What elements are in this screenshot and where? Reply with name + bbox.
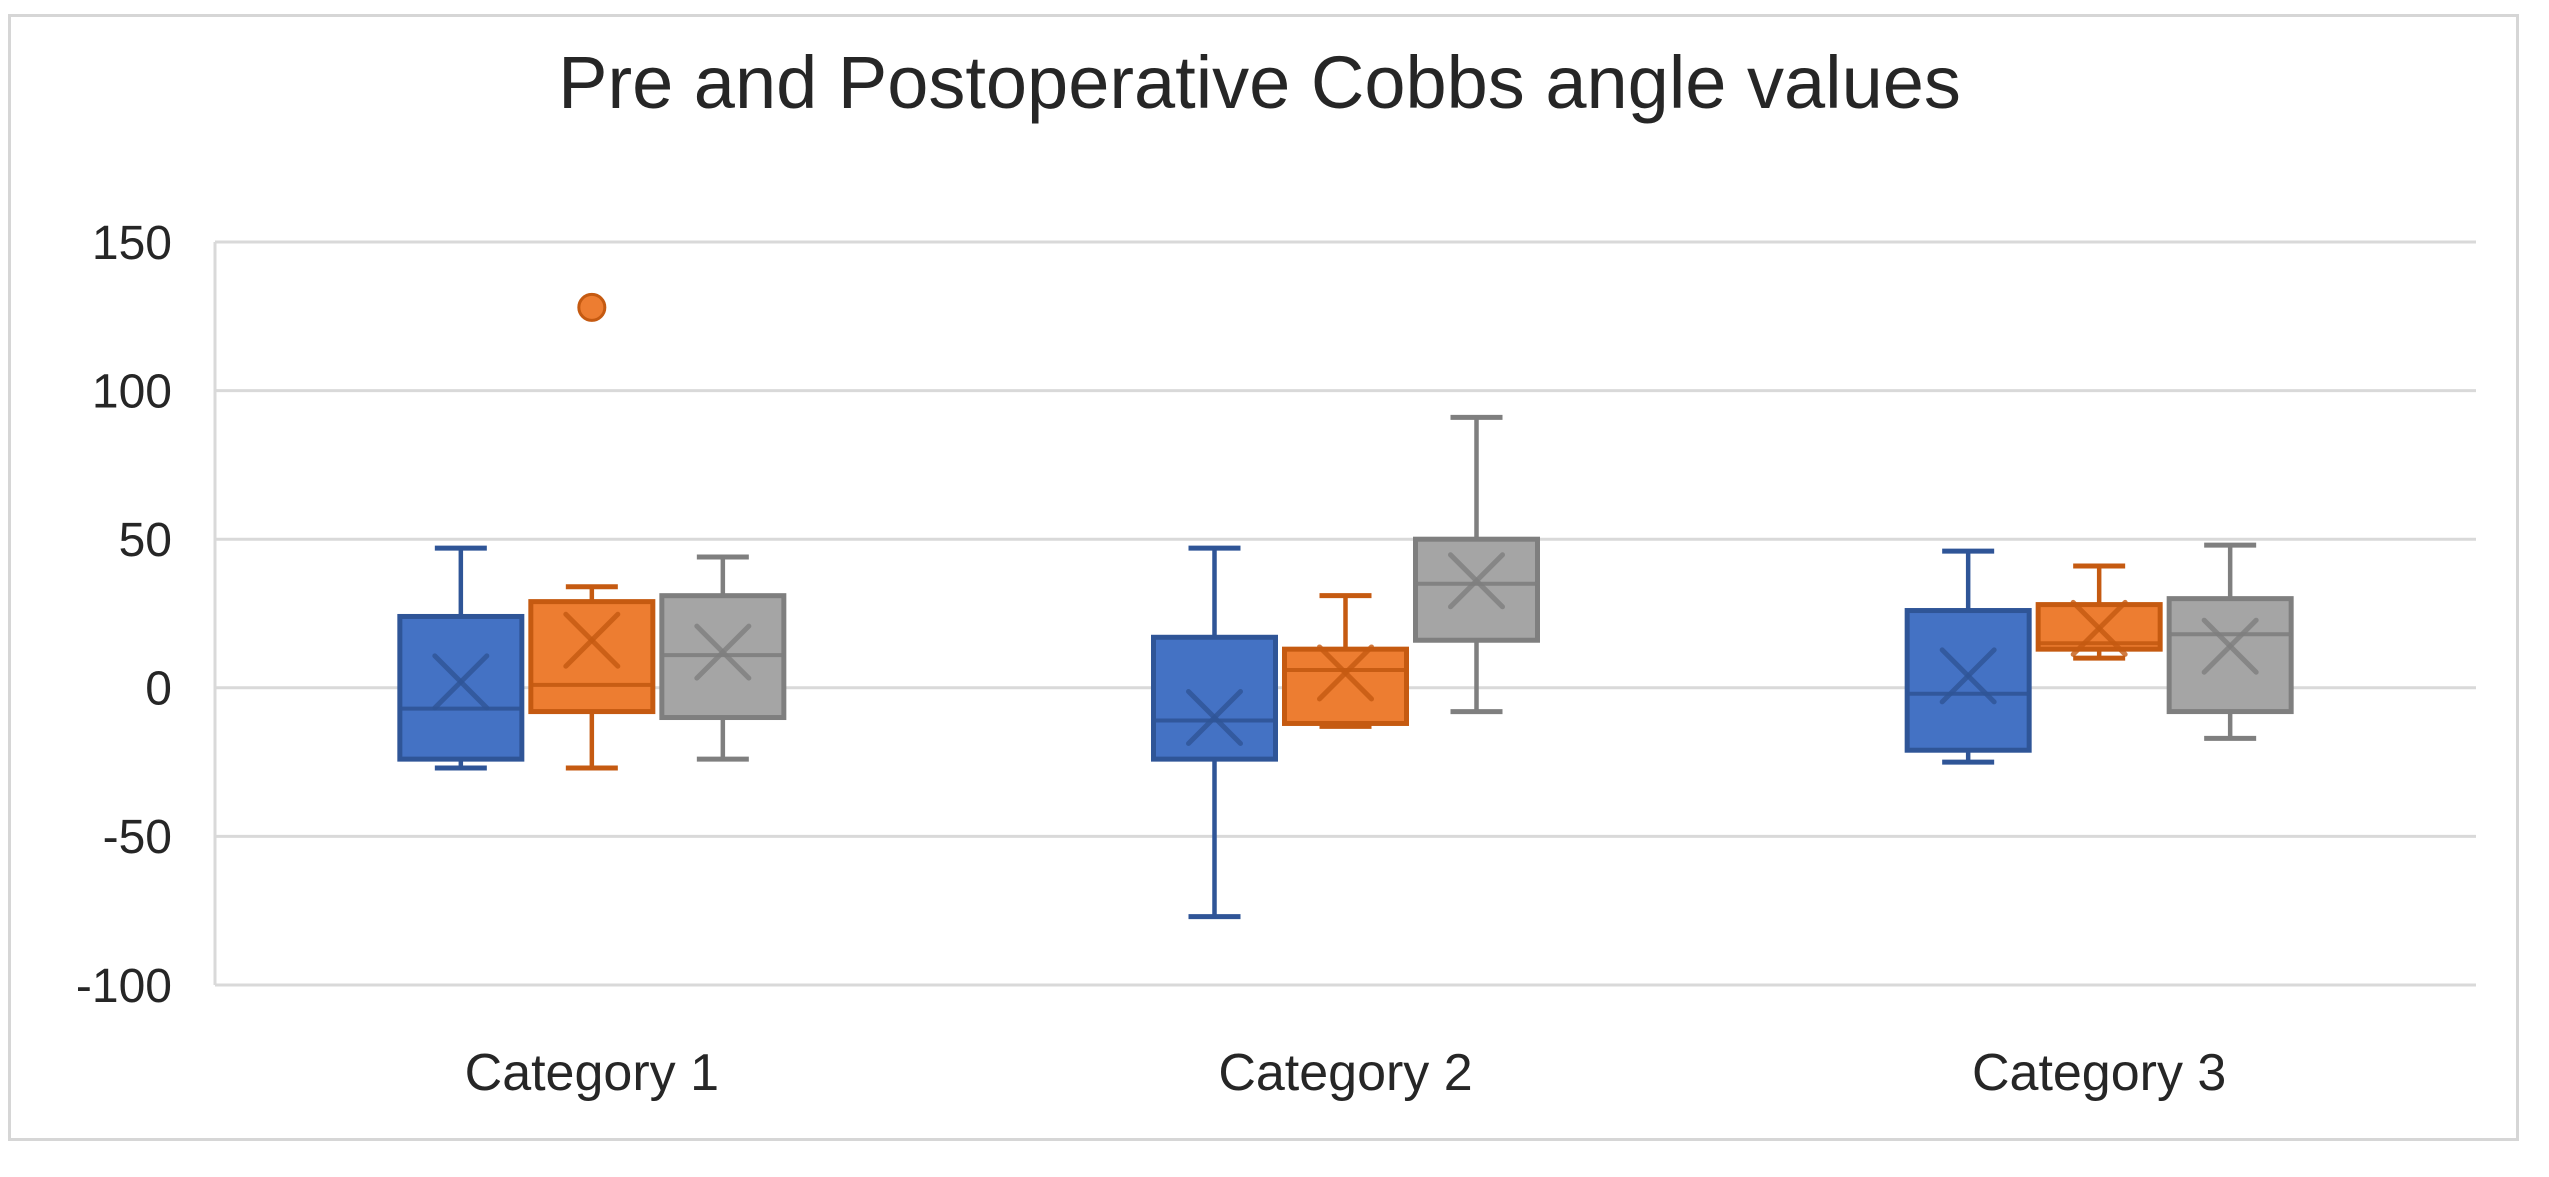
y-tick-label--50: -50 [103, 811, 172, 864]
mean-marker-gray-series-cat1 [694, 623, 752, 681]
mean-marker-orange-series-cat2 [1317, 644, 1374, 702]
y-tick-label-0: 0 [145, 663, 172, 716]
mean-marker-blue-series-cat1 [432, 653, 490, 711]
box-blue-series-cat1 [397, 613, 525, 762]
outlier-point-orange-series-cat1 [577, 292, 607, 322]
mean-marker-gray-series-cat3 [2201, 617, 2259, 675]
x-category-label-1: Category 1 [465, 1044, 719, 1102]
mean-marker-gray-series-cat2 [1448, 552, 1505, 610]
box-blue-series-cat3 [1904, 608, 2032, 753]
chart-title: Pre and Postoperative Cobbs angle values [558, 41, 1961, 124]
box-orange-series-cat1 [528, 599, 656, 715]
y-tick-label-50: 50 [119, 514, 172, 567]
y-tick-label-150: 150 [92, 217, 172, 270]
box-blue-series-cat2 [1151, 634, 1278, 762]
x-category-label-2: Category 2 [1218, 1044, 1472, 1102]
y-tick-label-100: 100 [92, 365, 172, 418]
y-tick-label--100: -100 [76, 960, 172, 1013]
box-orange-series-cat2 [1282, 646, 1409, 726]
x-category-label-3: Category 3 [1972, 1044, 2226, 1102]
box-gray-series-cat2 [1413, 536, 1540, 643]
mean-marker-orange-series-cat1 [563, 611, 621, 669]
mean-marker-blue-series-cat2 [1186, 689, 1243, 747]
box-gray-series-cat3 [2166, 596, 2294, 715]
mean-marker-orange-series-cat3 [2070, 599, 2128, 657]
mean-marker-blue-series-cat3 [1939, 647, 1997, 705]
